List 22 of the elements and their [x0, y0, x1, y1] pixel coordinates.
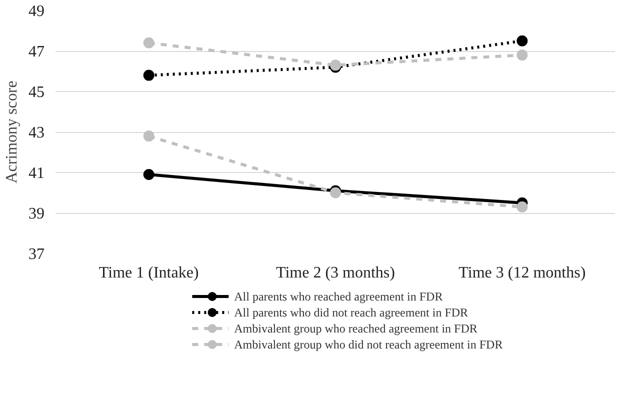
y-tick-label: 37 [28, 246, 44, 263]
y-tick-label: 41 [28, 165, 44, 182]
y-axis-title: Acrimony score [4, 80, 20, 184]
y-tick-label: 39 [28, 206, 44, 222]
x-tick-label: Time 2 (3 months) [276, 264, 395, 282]
legend-label: All parents who reached agreement in FDR [234, 290, 443, 304]
point [516, 201, 528, 212]
point [516, 35, 528, 46]
point [143, 37, 154, 48]
legend-label: All parents who did not reach agreement in FDR [234, 306, 468, 320]
point [143, 70, 154, 81]
x-tick-label: Time 3 (12 months) [458, 264, 586, 282]
x-tick-label: Time 1 (Intake) [98, 264, 199, 282]
point [143, 130, 154, 142]
y-tick-label: 49 [28, 3, 44, 20]
y-tick-label: 45 [28, 84, 44, 101]
legend-label: Ambivalent group who reached agreement in FDR [234, 322, 478, 336]
point [143, 169, 154, 180]
legend-label: Ambivalent group who did not reach agreement in FDR [234, 338, 503, 352]
y-tick-label: 43 [28, 124, 44, 142]
point [516, 50, 528, 61]
y-tick-label: 47 [28, 44, 44, 60]
